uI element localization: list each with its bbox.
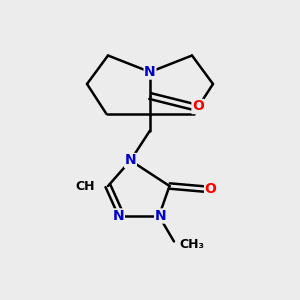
Text: CH₃: CH₃	[179, 238, 204, 251]
Text: O: O	[205, 182, 217, 196]
Text: N: N	[144, 65, 156, 79]
Text: N: N	[155, 209, 166, 223]
Text: N: N	[125, 154, 136, 167]
Text: O: O	[192, 100, 204, 113]
Text: N: N	[113, 209, 124, 223]
Text: CH: CH	[75, 179, 94, 193]
